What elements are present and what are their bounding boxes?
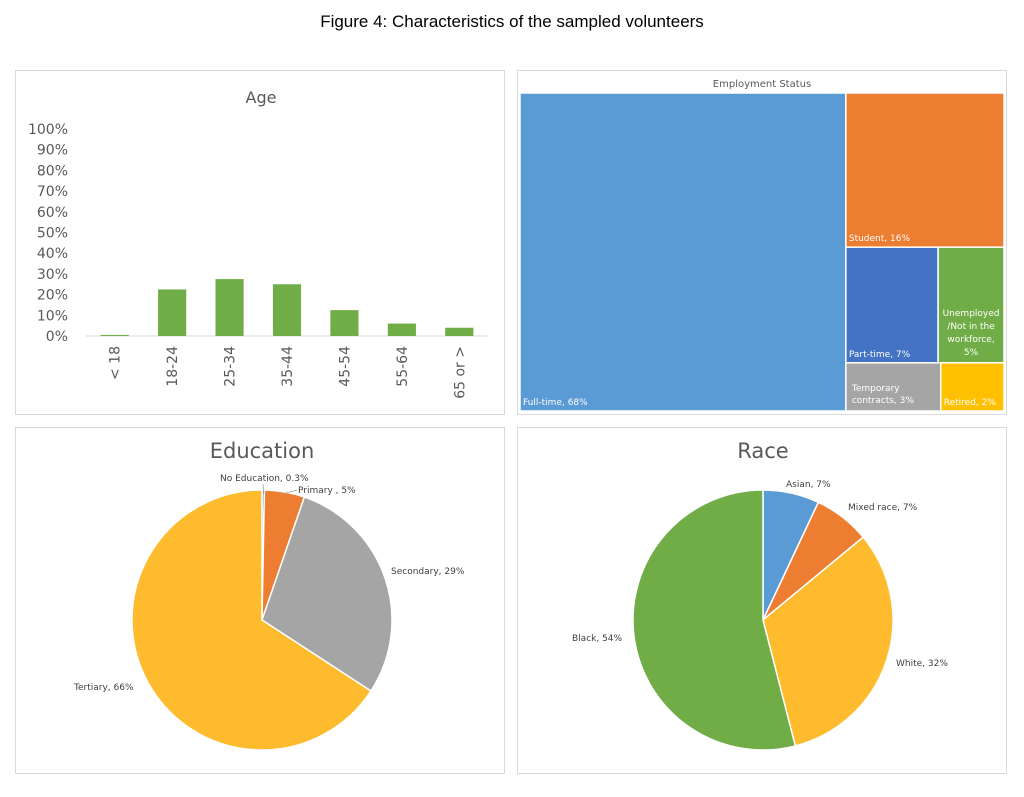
employment-tile-label: Full-time, 68% [523, 398, 588, 408]
education-leader-line [281, 489, 298, 495]
education-chart-panel: Education No Education, 0.3% Primary , 5%… [15, 427, 505, 774]
education-slice [131, 489, 372, 751]
race-slice [632, 489, 797, 751]
education-leader-line [262, 483, 265, 495]
employment-tile-label: Retired, 2% [944, 398, 997, 408]
age-chart-panel: Age 0% 10% 20% 30% 40% 50% 60% 70% 80% 90% 100% < … [15, 70, 505, 415]
age-y-tick-label: 30% [37, 267, 68, 283]
age-x-tick-label: 35-44 [280, 346, 296, 387]
education-slice [261, 496, 393, 693]
age-y-tick-label: 80% [37, 163, 68, 179]
employment-tile-label: Unemployed/Not in the workforce, 5% [943, 309, 1000, 358]
race-slice-label: Black, 54% [572, 634, 623, 644]
age-x-tick-label: 18-24 [165, 346, 181, 387]
race-slice [762, 536, 894, 747]
employment-tile [845, 246, 939, 364]
age-y-tick-label: 70% [37, 184, 68, 200]
age-y-tick-label: 20% [37, 288, 68, 304]
age-bar [158, 289, 187, 336]
education-chart-title: Education [210, 439, 315, 463]
age-bar [330, 310, 359, 336]
age-y-tick-label: 60% [37, 205, 68, 221]
employment-chart-panel: Employment Status Full-time, 68% Student,… [517, 70, 1007, 415]
age-chart-title: Age [246, 88, 277, 107]
race-chart: Race Asian, 7% Mixed race, 7% White, 32% Bl… [572, 439, 948, 751]
age-y-tick-label: 0% [46, 329, 68, 345]
employment-tile [845, 362, 942, 412]
figure-title: Figure 4: Characteristics of the sampled… [320, 12, 704, 31]
employment-tile [845, 92, 1005, 248]
race-chart-title: Race [737, 439, 788, 463]
age-bar [272, 284, 302, 336]
race-chart-panel: Race Asian, 7% Mixed race, 7% White, 32% Bl… [517, 427, 1007, 774]
age-x-tick-label: 45-54 [337, 346, 353, 387]
age-bar [100, 334, 129, 336]
employment-tile-label: Part-time, 7% [849, 350, 911, 360]
age-y-tick-label: 90% [37, 143, 68, 159]
age-x-tick-label: < 18 [108, 346, 124, 380]
employment-tile-label: Student, 16% [849, 234, 911, 244]
education-slice-label: Primary , 5% [298, 486, 356, 496]
employment-tile-label: Temporary contracts, 3% [851, 384, 915, 406]
employment-tile [937, 246, 1005, 364]
employment-tile [939, 362, 1005, 412]
age-bar [387, 323, 416, 336]
age-y-tick-label: 100% [28, 122, 68, 138]
employment-tile [519, 92, 847, 412]
race-slice-label: Mixed race, 7% [848, 503, 918, 513]
race-slice-label: White, 32% [896, 659, 948, 669]
age-bar [215, 279, 244, 336]
education-slice-label: Secondary, 29% [391, 567, 465, 577]
race-slice-label: Asian, 7% [786, 480, 831, 490]
employment-chart: Employment Status Full-time, 68% Student,… [519, 79, 1005, 412]
age-y-tick-label: 50% [37, 226, 68, 242]
age-x-tick-label: 25-34 [223, 346, 239, 387]
age-x-tick-label: 55-64 [395, 346, 411, 387]
employment-chart-title: Employment Status [713, 79, 811, 90]
age-chart: Age 0% 10% 20% 30% 40% 50% 60% 70% 80% 90% 100% < … [28, 88, 488, 399]
age-y-tick-label: 10% [37, 308, 68, 324]
education-slice-label: Tertiary, 66% [73, 683, 134, 693]
age-bar [445, 327, 474, 336]
age-y-tick-label: 40% [37, 246, 68, 262]
age-x-tick-label: 65 or > [452, 346, 468, 399]
education-chart: Education No Education, 0.3% Primary , 5%… [73, 439, 465, 751]
education-slice-label: No Education, 0.3% [220, 474, 309, 484]
